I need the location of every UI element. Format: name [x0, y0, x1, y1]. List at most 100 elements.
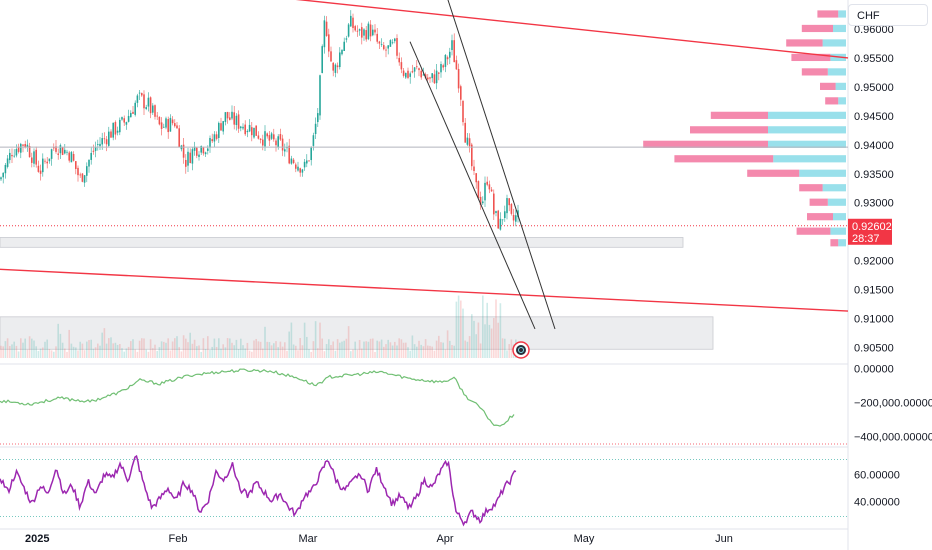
- candle-body-179: [394, 38, 396, 42]
- candle-body-77: [169, 117, 172, 132]
- volume-bar-197: [433, 350, 436, 358]
- candle-body-91: [200, 146, 202, 153]
- candle-body-136: [299, 168, 301, 173]
- volume-bar-161: [354, 341, 356, 358]
- rsi-tick-1: 40.00000: [854, 496, 900, 508]
- candle-body-153: [336, 65, 339, 68]
- volume-bar-69: [152, 348, 154, 358]
- candle-body-163: [358, 29, 361, 31]
- volume-bar-122: [268, 342, 271, 358]
- volume-bar-10: [22, 342, 24, 358]
- volume-bar-110: [242, 345, 244, 358]
- volume-bar-75: [165, 342, 167, 358]
- volume-bar-14: [31, 338, 33, 358]
- candle-body-62: [136, 95, 139, 103]
- volume-bar-68: [149, 339, 152, 358]
- volume-bar-44: [97, 343, 99, 358]
- candle-body-94: [207, 148, 209, 151]
- candle-body-233: [512, 214, 515, 221]
- volume-bar-111: [244, 348, 246, 358]
- volume-bar-107: [235, 339, 238, 358]
- volume-bar-97: [213, 338, 216, 358]
- time-axis[interactable]: 2025 Feb Mar Apr May Jun: [25, 533, 733, 545]
- price-tick-5: 0.93500: [854, 169, 894, 181]
- volume-bar-95: [209, 349, 211, 358]
- volume-bar-104: [229, 338, 231, 358]
- candle-body-143: [314, 123, 317, 135]
- grid-lines: [0, 0, 849, 550]
- volume-bar-165: [363, 341, 365, 358]
- candle-body-225: [495, 211, 497, 213]
- volume-bar-172: [378, 341, 381, 358]
- volume-bar-129: [284, 342, 286, 358]
- candle-body-89: [196, 147, 198, 156]
- candle-body-35: [77, 167, 79, 176]
- candle-body-97: [213, 134, 216, 142]
- volume-bar-144: [317, 348, 319, 358]
- candle-body-221: [486, 181, 488, 185]
- volume-bar-164: [361, 348, 363, 358]
- drawing-lines[interactable]: [0, 0, 849, 330]
- volume-bar-22: [48, 349, 51, 358]
- volume-bar-87: [191, 343, 194, 358]
- volume-bar-24: [53, 351, 55, 358]
- candle-body-167: [367, 23, 370, 40]
- volume-bar-94: [207, 336, 209, 358]
- zone-rectangles: [0, 237, 714, 350]
- cumulative-tick-1: −200,000.00000: [854, 397, 932, 409]
- vp-down-9: [643, 140, 768, 148]
- volume-bar-93: [204, 348, 207, 358]
- candle-body-20: [44, 160, 46, 162]
- candle-body-22: [48, 158, 51, 162]
- candle-body-162: [356, 30, 359, 32]
- volume-bar-9: [20, 338, 22, 358]
- candle-body-8: [17, 146, 20, 152]
- candle-body-57: [125, 122, 128, 125]
- volume-bar-21: [46, 339, 48, 358]
- candle-body-47: [103, 138, 106, 140]
- replay-marker-icon[interactable]: [512, 341, 530, 359]
- volume-bar-81: [178, 347, 180, 358]
- zone-1: [0, 316, 714, 350]
- candle-body-88: [193, 146, 196, 151]
- bar-countdown: 28:37: [852, 233, 880, 245]
- candle-body-158: [347, 24, 350, 37]
- trendline-1: [0, 268, 849, 312]
- volume-bar-99: [218, 338, 220, 358]
- candle-body-44: [97, 144, 99, 146]
- vp-up-0: [838, 10, 846, 18]
- volume-bar-170: [374, 351, 376, 358]
- candle-body-195: [429, 77, 431, 79]
- candle-body-80: [176, 125, 178, 129]
- candle-body-128: [281, 138, 284, 151]
- volume-bar-51: [112, 343, 114, 358]
- volume-bar-204: [449, 340, 451, 358]
- candle-body-165: [363, 29, 365, 36]
- candle-body-196: [431, 73, 433, 79]
- candle-body-125: [275, 140, 277, 146]
- volume-bar-146: [321, 338, 323, 358]
- currency-selector[interactable]: CHF: [848, 4, 928, 26]
- volume-bar-232: [510, 339, 513, 358]
- volume-bar-162: [356, 349, 359, 358]
- candle-body-90: [198, 154, 200, 157]
- time-tick-3: Apr: [436, 533, 453, 545]
- price-axis[interactable]: 0.96000 0.95500 0.95000 0.94500 0.94000 0.935…: [854, 24, 932, 508]
- volume-bar-38: [83, 350, 86, 358]
- volume-bar-57: [125, 348, 128, 358]
- volume-bar-48: [105, 343, 108, 358]
- volume-bar-73: [160, 341, 163, 358]
- volume-bar-217: [477, 322, 480, 358]
- candle-body-194: [427, 77, 429, 80]
- candle-body-188: [413, 67, 416, 72]
- volume-bar-202: [444, 349, 447, 358]
- candle-body-51: [112, 122, 114, 138]
- candle-body-192: [422, 74, 425, 76]
- candle-body-208: [457, 68, 460, 89]
- candle-body-151: [332, 62, 334, 71]
- candle-body-183: [402, 70, 405, 76]
- volume-bar-223: [490, 328, 493, 358]
- volume-bar-53: [116, 344, 119, 358]
- candle-body-210: [462, 100, 464, 123]
